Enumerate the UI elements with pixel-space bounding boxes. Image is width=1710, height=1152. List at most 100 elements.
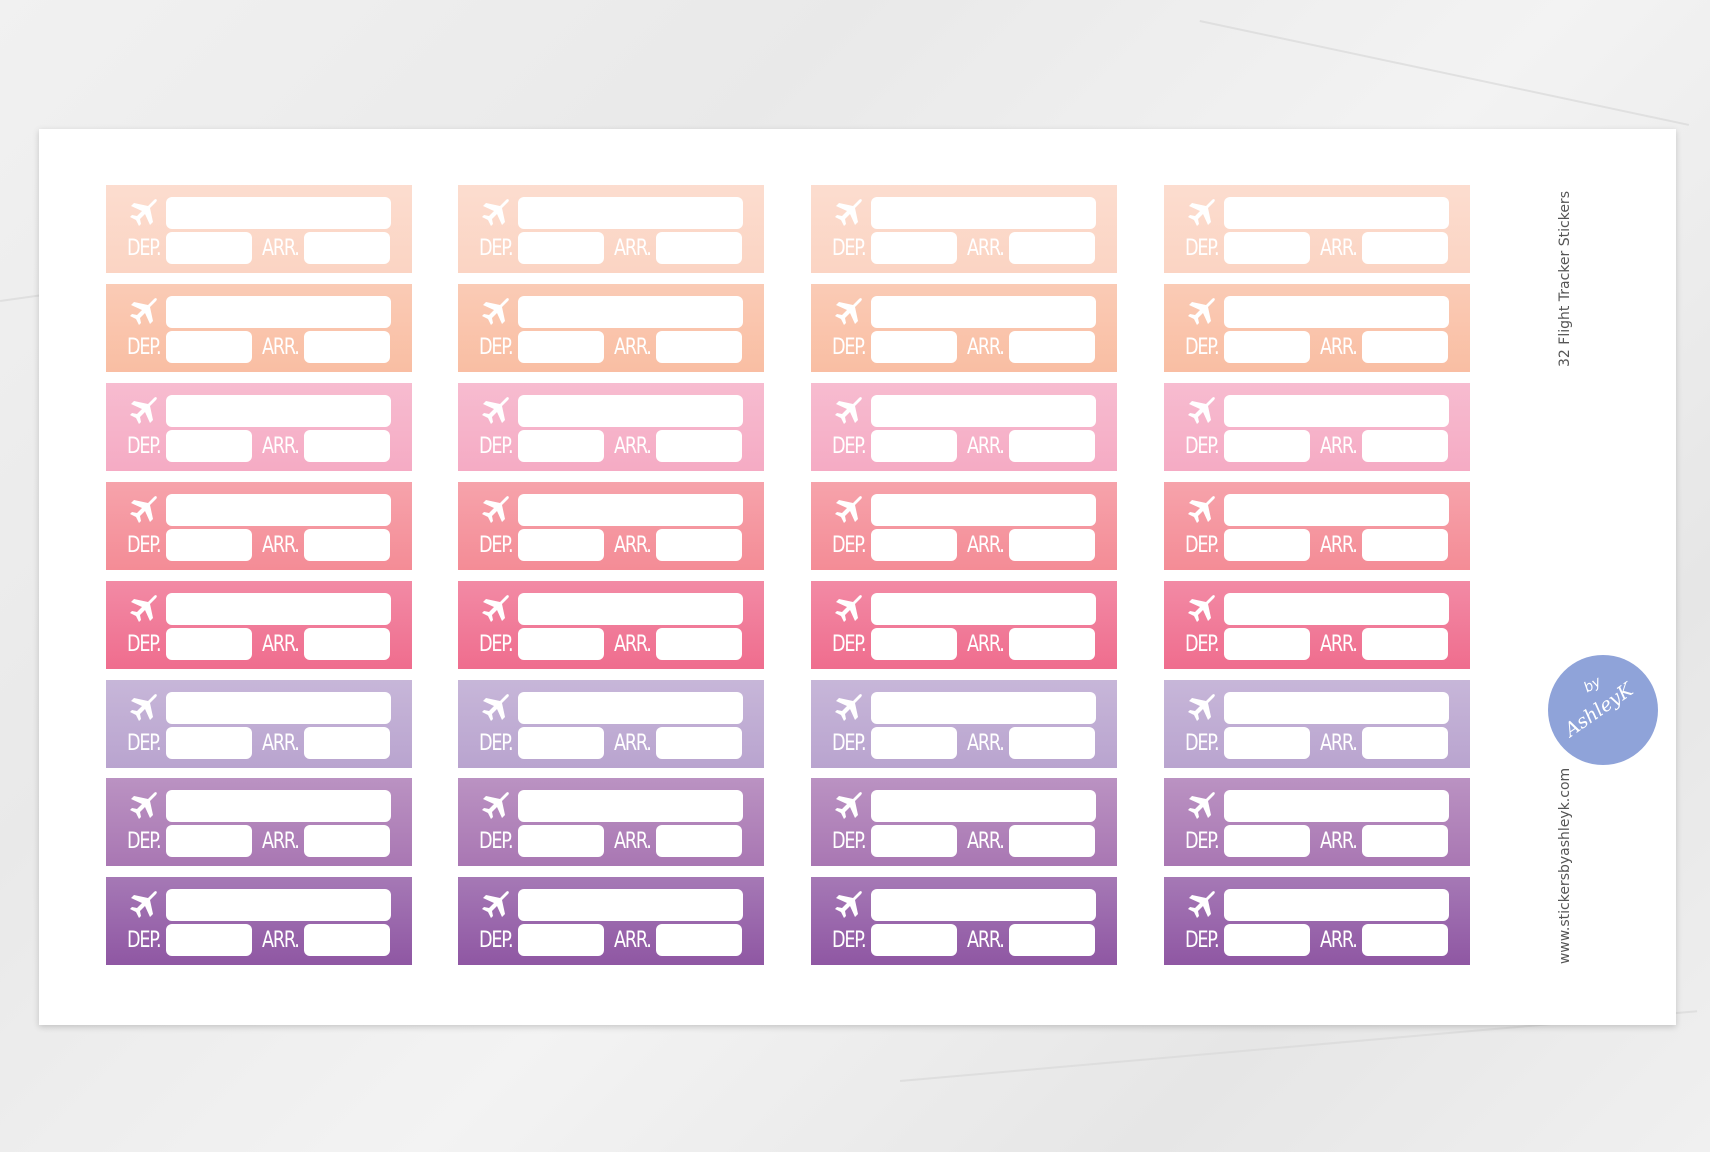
flight-box — [1224, 889, 1449, 922]
flight-box — [1224, 790, 1449, 823]
flight-box — [166, 394, 391, 427]
sticker: DEP. ARR. — [811, 679, 1117, 768]
dep-box — [871, 627, 957, 660]
arr-box — [1009, 330, 1095, 363]
sticker: DEP. ARR. — [811, 877, 1117, 966]
sticker: DEP. ARR. — [458, 382, 764, 471]
arr-label: ARR. — [1320, 730, 1358, 756]
sticker: DEP. ARR. — [1164, 877, 1470, 966]
arr-box — [304, 726, 390, 759]
dep-label: DEP. — [479, 730, 514, 756]
dep-box — [1224, 232, 1310, 264]
plane-icon — [1185, 296, 1217, 328]
dep-box — [871, 726, 957, 759]
dep-box — [166, 429, 252, 462]
dep-box — [1224, 627, 1310, 660]
plane-icon — [1185, 593, 1217, 625]
dep-box — [518, 825, 604, 858]
arr-label: ARR. — [1320, 928, 1358, 954]
flight-box — [1224, 295, 1449, 328]
arr-label: ARR. — [967, 829, 1005, 855]
arr-label: ARR. — [967, 433, 1005, 459]
dep-label: DEP. — [127, 631, 162, 657]
arr-box — [1362, 528, 1448, 561]
dep-box — [518, 627, 604, 660]
dep-label: DEP. — [1185, 334, 1220, 360]
arr-label: ARR. — [614, 928, 652, 954]
sticker: DEP. ARR. — [811, 283, 1117, 372]
flight-box — [166, 197, 391, 229]
arr-box — [656, 429, 742, 462]
sticker: DEP. ARR. — [458, 185, 764, 273]
dep-box — [518, 232, 604, 264]
arr-box — [1009, 232, 1095, 264]
arr-box — [1009, 924, 1095, 957]
arr-box — [1009, 429, 1095, 462]
plane-icon — [127, 593, 159, 625]
plane-icon — [1185, 790, 1217, 822]
dep-label: DEP. — [1185, 236, 1220, 261]
arr-label: ARR. — [614, 829, 652, 855]
arr-label: ARR. — [1320, 829, 1358, 855]
arr-box — [1009, 726, 1095, 759]
dep-box — [518, 726, 604, 759]
sticker: DEP. ARR. — [1164, 283, 1470, 372]
dep-box — [1224, 924, 1310, 957]
sticker: DEP. ARR. — [106, 283, 412, 372]
flight-box — [166, 493, 391, 526]
sticker: DEP. ARR. — [106, 580, 412, 669]
dep-box — [871, 924, 957, 957]
dep-box — [518, 330, 604, 363]
dep-label: DEP. — [832, 236, 867, 261]
arr-box — [304, 330, 390, 363]
arr-label: ARR. — [1320, 631, 1358, 657]
plane-icon — [479, 197, 511, 229]
dep-label: DEP. — [479, 532, 514, 558]
flight-box — [1224, 394, 1449, 427]
sticker: DEP. ARR. — [811, 580, 1117, 669]
dep-label: DEP. — [127, 334, 162, 360]
sticker: DEP. ARR. — [458, 481, 764, 570]
flight-box — [1224, 592, 1449, 625]
sticker: DEP. ARR. — [811, 778, 1117, 867]
dep-box — [166, 528, 252, 561]
arr-label: ARR. — [967, 730, 1005, 756]
arr-label: ARR. — [967, 631, 1005, 657]
flight-box — [518, 197, 743, 229]
sticker: DEP. ARR. — [458, 283, 764, 372]
arr-box — [1362, 726, 1448, 759]
dep-box — [871, 232, 957, 264]
dep-box — [518, 924, 604, 957]
arr-box — [1362, 429, 1448, 462]
plane-icon — [832, 790, 864, 822]
flight-box — [871, 889, 1096, 922]
arr-label: ARR. — [1320, 532, 1358, 558]
plane-icon — [832, 692, 864, 724]
plane-icon — [127, 494, 159, 526]
plane-icon — [832, 296, 864, 328]
arr-box — [1362, 825, 1448, 858]
sticker: DEP. ARR. — [811, 382, 1117, 471]
sticker: DEP. ARR. — [458, 778, 764, 867]
dep-label: DEP. — [832, 730, 867, 756]
plane-icon — [127, 197, 159, 229]
dep-box — [518, 528, 604, 561]
plane-icon — [832, 395, 864, 427]
sticker: DEP. ARR. — [1164, 580, 1470, 669]
arr-box — [1362, 330, 1448, 363]
dep-box — [871, 825, 957, 858]
dep-label: DEP. — [1185, 730, 1220, 756]
arr-label: ARR. — [614, 334, 652, 360]
dep-box — [1224, 330, 1310, 363]
dep-label: DEP. — [479, 236, 514, 261]
dep-label: DEP. — [127, 433, 162, 459]
arr-label: ARR. — [262, 236, 300, 261]
arr-label: ARR. — [262, 928, 300, 954]
flight-box — [518, 790, 743, 823]
flight-box — [166, 295, 391, 328]
arr-label: ARR. — [1320, 334, 1358, 360]
arr-box — [304, 924, 390, 957]
arr-label: ARR. — [262, 334, 300, 360]
dep-label: DEP. — [832, 334, 867, 360]
sticker: DEP. ARR. — [1164, 382, 1470, 471]
